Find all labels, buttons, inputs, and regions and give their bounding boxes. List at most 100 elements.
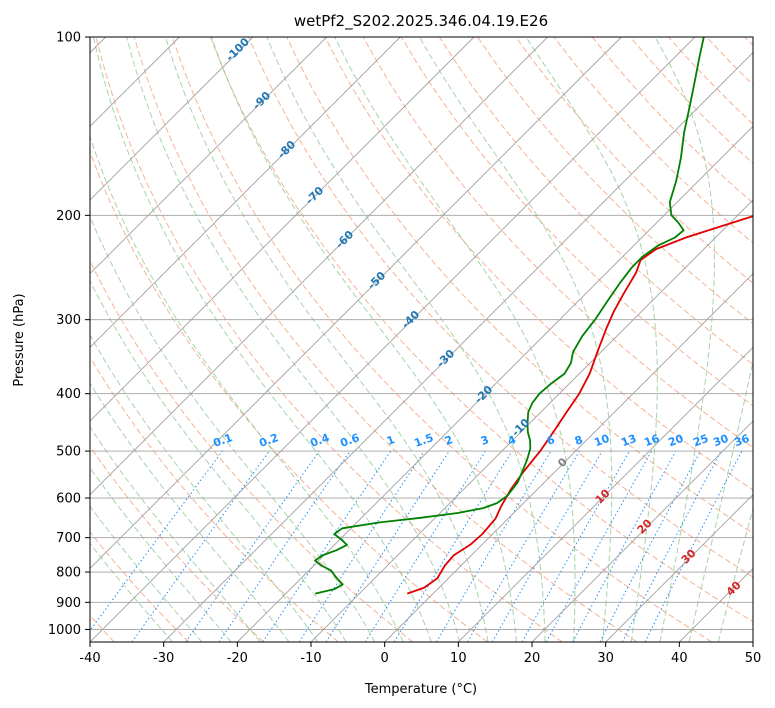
plot-area: -100-90-80-70-60-50-40-30-20-10010203040…	[90, 37, 753, 642]
mixing-ratio-label: 36	[732, 432, 751, 450]
moist-adiabat-line	[90, 505, 203, 642]
x-tick-label: 40	[671, 651, 688, 666]
moist-adiabat-line	[90, 215, 376, 642]
x-tick-label: 20	[524, 651, 541, 666]
mixing-ratio-label: 0.2	[257, 431, 280, 450]
chart-title: wetPf2_S202.2025.346.04.19.E26	[294, 12, 548, 31]
dry-adiabat-line	[90, 445, 264, 642]
moist-adiabat-line	[90, 426, 261, 642]
y-tick-label: 700	[56, 531, 81, 546]
y-tick-label: 600	[56, 492, 81, 507]
isotherm-line	[237, 125, 753, 642]
isotherm-line	[605, 494, 753, 642]
mixing-ratio-label: 20	[666, 432, 685, 450]
isotherm-line	[384, 273, 753, 642]
dry-adiabat-line	[400, 37, 753, 407]
moist-adiabat-line	[418, 37, 613, 642]
y-tick-label: 400	[56, 387, 81, 402]
mixing-ratio-label: 10	[592, 432, 611, 450]
dry-adiabat-line	[90, 356, 339, 642]
isotherm-line	[163, 52, 753, 642]
x-tick-label: 10	[450, 651, 467, 666]
moist-adiabat-line	[90, 334, 319, 642]
x-tick-label: -30	[153, 651, 174, 666]
isotherm-line	[90, 37, 327, 275]
y-tick-label: 100	[56, 31, 81, 46]
moist-adiabat-line	[654, 37, 716, 642]
mixing-ratio-line	[90, 450, 223, 632]
moist-adiabat-line	[93, 37, 432, 642]
dry-adiabat-line	[248, 37, 753, 578]
x-tick-label: 30	[597, 651, 614, 666]
mixing-ratio-label: 2	[443, 433, 455, 448]
y-axis-ticks: 100 200 300 400 500 600 700 800 900 1000	[48, 31, 90, 638]
moist-adiabat-line	[90, 466, 232, 642]
isotherm-line	[90, 37, 622, 569]
moist-adiabat-line	[211, 37, 517, 642]
mixing-ratio-label: 1	[385, 433, 397, 448]
mixing-ratio-line	[131, 450, 270, 642]
moist-adiabat-line	[334, 37, 576, 642]
mixing-ratio-label: 30	[711, 432, 730, 450]
y-tick-label: 200	[56, 209, 81, 224]
mixing-ratio-label: 0.4	[308, 431, 331, 450]
x-axis-ticks: -40 -30 -20 -10 0 10 20 30 40 50	[79, 642, 761, 666]
isotherm-line	[90, 37, 696, 642]
x-tick-label: -20	[227, 651, 248, 666]
mixing-ratio-label: 3	[479, 433, 491, 448]
isotherm-line	[90, 37, 254, 201]
dry-adiabat-line	[90, 150, 488, 642]
x-tick-label: -10	[300, 651, 321, 666]
mixing-ratio-label: 13	[619, 432, 638, 449]
moist-adiabat-line	[688, 359, 753, 642]
mixing-ratio-line	[572, 450, 677, 642]
x-tick-label: 0	[381, 651, 389, 666]
moist-adiabat-line	[266, 37, 546, 642]
temperature-profile-line	[407, 215, 753, 595]
mixing-ratio-label: 0.6	[338, 431, 361, 450]
y-tick-label: 1000	[48, 623, 81, 638]
moist-adiabat-line	[90, 135, 404, 642]
dry-adiabat-line	[438, 37, 753, 366]
moist-adiabat-line	[90, 542, 173, 642]
mixing-ratio-label: 8	[573, 433, 585, 448]
moist-adiabat-line	[165, 37, 489, 642]
y-axis-label: Pressure (hPa)	[12, 293, 27, 386]
y-tick-label: 900	[56, 596, 81, 611]
dry-adiabat-line	[95, 37, 563, 642]
moist-adiabats	[90, 37, 753, 642]
mixing-ratio-label: 16	[642, 432, 661, 450]
mixing-ratio-label: 6	[545, 433, 557, 448]
x-tick-label: 50	[745, 651, 762, 666]
mixing-ratio-label: 4	[506, 433, 518, 448]
isotherm-line	[458, 346, 753, 642]
dry-adiabat-line	[210, 37, 753, 623]
mixing-ratio-lines	[90, 450, 743, 642]
y-tick-label: 500	[56, 445, 81, 460]
mixing-ratio-line	[393, 450, 513, 642]
mixing-ratio-label: 25	[691, 432, 710, 449]
dry-adiabat-line	[515, 37, 753, 284]
x-axis-label: Temperature (°C)	[364, 682, 477, 697]
mixing-ratio-line	[262, 450, 392, 642]
isotherm-line	[531, 420, 753, 642]
dry-adiabat-line	[171, 37, 712, 642]
moist-adiabat-line	[90, 382, 290, 642]
isotherm-line	[90, 37, 548, 496]
y-tick-label: 300	[56, 313, 81, 328]
isotherm-line	[90, 37, 475, 422]
y-tick-label: 800	[56, 566, 81, 581]
isotherm-line	[310, 199, 753, 642]
isobars	[90, 37, 753, 630]
plot-frame	[89, 36, 754, 643]
mixing-ratio-line	[545, 450, 653, 642]
mixing-ratio-line	[298, 450, 425, 642]
mixing-ratio-line	[218, 450, 351, 642]
sounding-series	[314, 37, 753, 595]
x-tick-label: -40	[79, 651, 100, 666]
moist-adiabat-line	[126, 37, 461, 642]
mixing-ratio-line	[644, 450, 743, 642]
mixing-ratio-line	[521, 450, 630, 642]
